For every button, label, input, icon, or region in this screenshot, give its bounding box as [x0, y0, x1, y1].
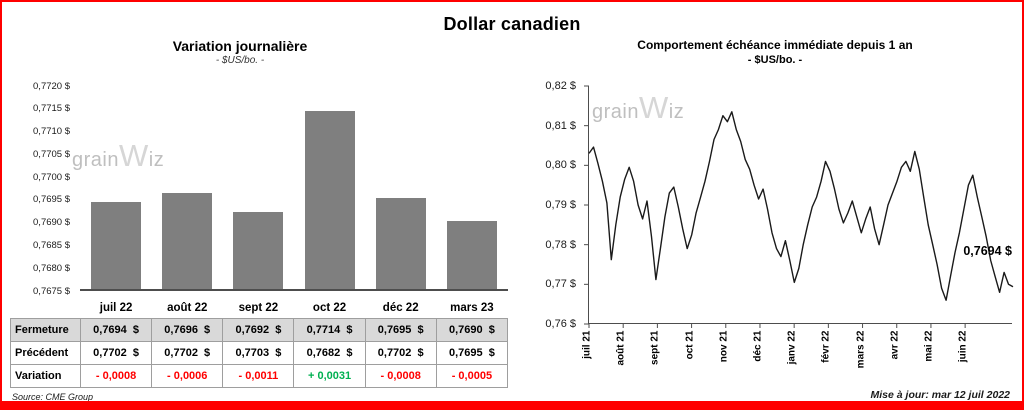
table-col-header: juil 22	[99, 301, 133, 314]
table-cell: 0,7692 $	[222, 317, 295, 342]
line-y-tick-label: 0,81 $	[545, 119, 576, 132]
watermark-text: grain	[592, 101, 639, 123]
table-row-label: Précédent	[10, 340, 81, 365]
updated-note: Mise à jour: mar 12 juil 2022	[870, 389, 1010, 401]
quote-table: juil 22 août 22 sept 22 oct 22 déc 22 mars 23…	[10, 298, 509, 388]
grainwiz-watermark: grainWiz	[592, 90, 684, 126]
line-x-label: janv 22	[786, 330, 798, 365]
bar	[304, 111, 355, 289]
price-line	[588, 111, 1014, 301]
line-y-tick-label: 0,77 $	[545, 278, 576, 291]
page-title: Dollar canadien	[443, 14, 581, 34]
line-x-label: avr 22	[889, 330, 901, 360]
line-x-label: sept 21	[649, 330, 661, 365]
table-row-label: Fermeture	[10, 317, 81, 342]
line-y-tick-label: 0,79 $	[545, 199, 576, 211]
table-cell: - 0,0011	[222, 363, 295, 388]
quote-table-body: juil 22 août 22 sept 22 oct 22 déc 22 mars 23…	[10, 298, 509, 388]
line-plot: 0,7694 $	[584, 85, 1014, 328]
line-y-tick-label: 0,80 $	[545, 159, 576, 172]
line-y-tick-label: 0,78 $	[545, 238, 576, 251]
bar-y-tick-label: 0,7685 $	[33, 239, 70, 251]
line-x-label: oct 21	[684, 330, 696, 360]
line-chart-subtitle: - $US/bo. -	[747, 54, 803, 66]
watermark-w-icon: W	[118, 138, 149, 173]
table-col-header: oct 22	[312, 301, 347, 314]
table-cell: 0,7714 $	[293, 317, 366, 342]
watermark-w-icon: W	[638, 90, 669, 125]
bar-y-tick-label: 0,7690 $	[33, 217, 70, 229]
bar-chart-area: grainWiz 0,7720 $ 0,7715 $ 0,7710 $ 0,7705 …	[10, 72, 510, 297]
bar-y-tick-label: 0,7715 $	[33, 103, 70, 115]
watermark-text: grain	[72, 149, 119, 171]
table-row: Fermeture 0,7694 $0,7696 $0,7692 $0,7714 …	[10, 317, 509, 342]
bar-y-tick-label: 0,7680 $	[33, 262, 70, 274]
line-y-tick-label: 0,82 $	[545, 80, 576, 92]
line-x-label: août 21	[615, 330, 627, 366]
watermark-text: iz	[668, 101, 685, 123]
source-note: Source: CME Group	[12, 392, 94, 402]
table-cell: 0,7703 $	[222, 340, 295, 365]
line-x-label: févr 22	[820, 330, 832, 363]
daily-variation-panel: Variation journalière - $US/bo. - grainW…	[10, 38, 510, 388]
line-svg	[584, 85, 1014, 328]
bar-chart-title: Variation journalière	[172, 38, 308, 54]
table-cell: 0,7695 $	[364, 317, 437, 342]
table-cell: - 0,0008	[79, 363, 153, 388]
table-cell: 0,7694 $	[79, 317, 153, 342]
line-x-label: juil 21	[581, 330, 593, 359]
line-x-label: juin 22	[957, 330, 969, 363]
bar-y-tick-label: 0,7720 $	[33, 80, 70, 92]
table-col-header: déc 22	[382, 301, 419, 314]
last-price-annotation: 0,7694 $	[963, 244, 1012, 258]
bar-chart-subtitle: - $US/bo. -	[215, 55, 265, 66]
table-col-header: août 22	[167, 301, 208, 314]
line-x-label: nov 21	[718, 330, 730, 363]
bar	[162, 193, 212, 289]
bar	[233, 211, 284, 289]
bar-y-tick-label: 0,7695 $	[33, 194, 70, 206]
bar-y-tick-label: 0,7705 $	[33, 148, 70, 160]
table-row: Variation - 0,0008- 0,0006- 0,0011 + 0,003…	[10, 363, 509, 388]
table-cell: 0,7690 $	[435, 317, 509, 342]
bar	[90, 202, 141, 289]
table-cell: 0,7682 $	[293, 340, 366, 365]
bar-plot	[80, 86, 508, 291]
table-cell: 0,7696 $	[151, 317, 224, 342]
bar-y-axis: 0,7720 $ 0,7715 $ 0,7710 $ 0,7705 $ 0,7700 $…	[10, 81, 74, 297]
bottom-red-bar	[2, 401, 1022, 408]
line-x-label: mars 22	[855, 330, 866, 369]
table-cell: + 0,0031	[293, 363, 366, 388]
one-year-trend-panel: Comportement échéance immédiate depuis 1…	[532, 38, 1018, 384]
table-col-header: sept 22	[238, 301, 279, 314]
line-x-labels: juil 21 août 21 sept 21 oct 21 nov 21 déc 21 j…	[582, 328, 1012, 384]
bar	[376, 197, 426, 289]
line-x-label: mai 22	[923, 330, 935, 362]
table-header-row: juil 22 août 22 sept 22 oct 22 déc 22 mars 23	[11, 298, 508, 318]
grainwiz-watermark: grainWiz	[72, 138, 164, 174]
table-cell: - 0,0008	[364, 363, 437, 388]
bar-y-tick-label: 0,7710 $	[33, 126, 70, 138]
table-row: Précédent 0,7702 $0,7702 $0,7703 $0,7682 …	[10, 340, 509, 365]
line-x-label: déc 21	[752, 330, 764, 362]
line-y-axis: 0,82 $ 0,81 $ 0,80 $ 0,79 $ 0,78 $ 0,77 $ 0,76…	[532, 80, 582, 330]
table-cell: 0,7702 $	[79, 340, 153, 365]
table-cell: 0,7695 $	[435, 340, 509, 365]
table-row-label: Variation	[10, 363, 81, 388]
line-chart-title: Comportement échéance immédiate depuis 1…	[637, 38, 913, 52]
bar-y-tick-label: 0,7675 $	[33, 285, 70, 297]
bar-y-tick-label: 0,7700 $	[33, 171, 70, 183]
table-col-header: mars 23	[450, 301, 494, 314]
table-cell: 0,7702 $	[151, 340, 224, 365]
table-cell: - 0,0006	[151, 363, 224, 388]
watermark-text: iz	[148, 149, 165, 171]
table-corner-cell	[11, 298, 81, 318]
bar	[447, 220, 498, 289]
table-cell: - 0,0005	[435, 363, 509, 388]
line-y-tick-label: 0,76 $	[545, 318, 576, 330]
table-cell: 0,7702 $	[364, 340, 437, 365]
line-chart-area: grainWiz 0,82 $0,81 $0,80 $0,79 $0,78 $0…	[532, 72, 1018, 384]
